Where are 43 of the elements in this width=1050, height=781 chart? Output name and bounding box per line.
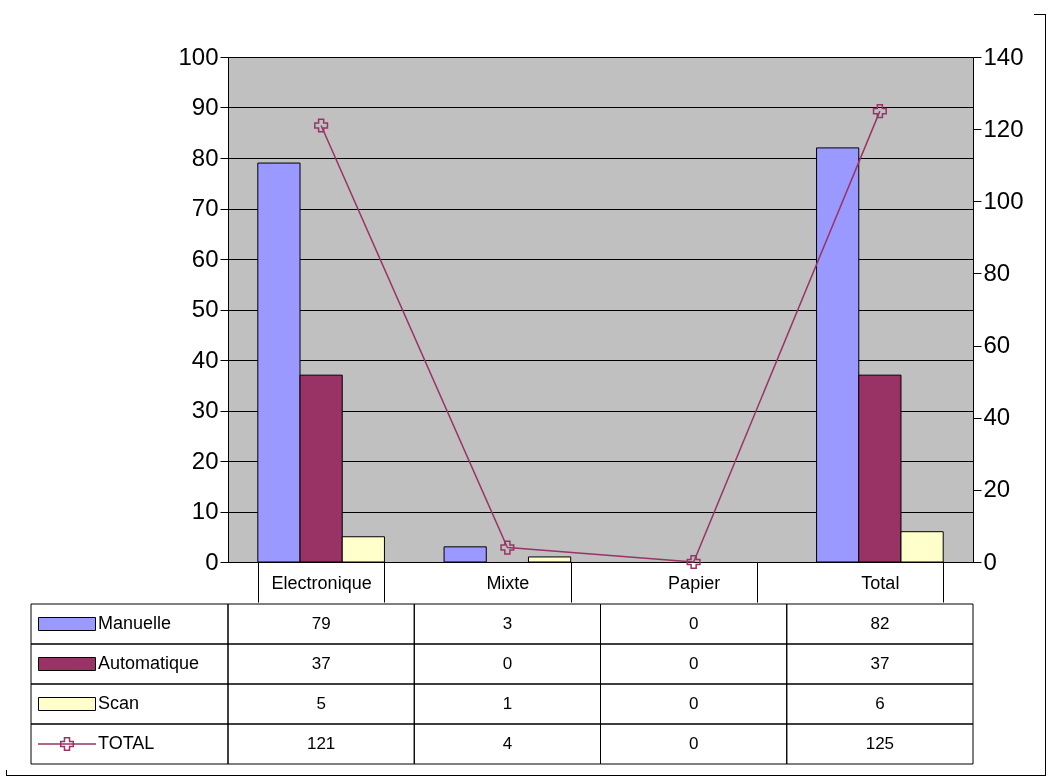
data-label: 0 bbox=[688, 694, 699, 713]
data-label: 6 bbox=[875, 694, 885, 713]
data-label: 1 bbox=[502, 694, 513, 713]
data-label: 121 bbox=[306, 734, 336, 753]
data-label: 82 bbox=[870, 614, 890, 633]
y-tick-label: 20 bbox=[191, 446, 219, 474]
y2-tick-label: 140 bbox=[983, 42, 1024, 70]
legend-label: Manuelle bbox=[98, 613, 172, 633]
y-tick-label: 0 bbox=[205, 547, 219, 575]
y-tick-label: 70 bbox=[191, 194, 219, 221]
data-label: 37 bbox=[311, 654, 331, 673]
y2-tick-label: 0 bbox=[983, 547, 997, 575]
data-label: 0 bbox=[688, 654, 699, 673]
data-label: 37 bbox=[870, 654, 890, 673]
y-tick-label: 60 bbox=[191, 244, 219, 272]
y-tick-label: 10 bbox=[191, 497, 219, 524]
data-label: 0 bbox=[502, 654, 513, 673]
data-label: 79 bbox=[311, 614, 331, 633]
y-tick-label: 100 bbox=[178, 42, 219, 70]
data-label: 0 bbox=[688, 734, 699, 753]
x-tick-label: Mixte bbox=[486, 572, 530, 593]
x-tick-label: Papier bbox=[668, 572, 721, 593]
x-tick-label: Electronique bbox=[271, 572, 372, 593]
y2-tick-label: 40 bbox=[983, 403, 1011, 431]
data-label: 125 bbox=[865, 734, 895, 753]
y-tick-label: 80 bbox=[191, 143, 219, 171]
y2-tick-label: 120 bbox=[983, 114, 1024, 142]
legend-label: Scan bbox=[98, 693, 140, 713]
y2-tick-label: 100 bbox=[983, 186, 1024, 214]
legend-label: Automatique bbox=[98, 653, 200, 673]
data-label: 0 bbox=[688, 614, 699, 633]
y2-tick-label: 60 bbox=[983, 331, 1011, 359]
x-tick-label: Total bbox=[861, 572, 900, 593]
data-label: 3 bbox=[502, 614, 513, 633]
y-tick-label: 90 bbox=[191, 93, 219, 120]
y-tick-label: 40 bbox=[191, 345, 219, 373]
y2-tick-label: 20 bbox=[983, 475, 1011, 503]
y-tick-label: 30 bbox=[191, 396, 219, 423]
data-label: 4 bbox=[502, 734, 513, 753]
y2-tick-label: 80 bbox=[983, 258, 1011, 286]
legend-label: TOTAL bbox=[98, 733, 155, 753]
data-label: 5 bbox=[316, 694, 326, 713]
y-tick-label: 50 bbox=[191, 295, 219, 322]
